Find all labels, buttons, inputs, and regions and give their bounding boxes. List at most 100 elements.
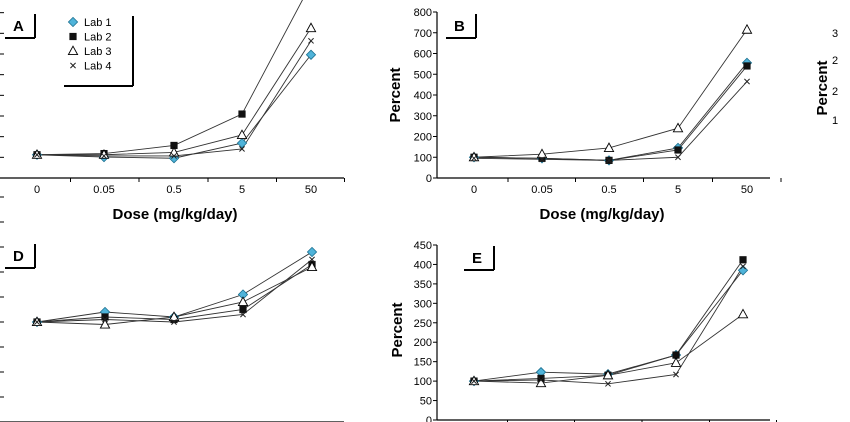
data-point-lab2 [239,305,247,314]
data-point-lab3 [602,369,614,380]
y-tick-label: 200 [414,132,432,144]
data-point-lab1 [305,49,317,60]
legend-label: Lab 2 [84,32,112,44]
y-axis-label: Percent [389,302,406,357]
y-axis-label: Percent [814,60,831,115]
legend-label: Lab 4 [84,61,112,73]
data-point-lab3 [737,308,749,319]
data-point-lab4 [673,371,679,378]
y-tick-label: 300 [414,111,432,123]
y-tick-label: 600 [414,49,432,61]
data-point-lab4 [539,156,545,163]
y-tick-label: 700 [414,28,432,40]
data-point-lab2 [672,351,680,359]
series-line-4 [473,266,744,385]
data-point-lab2 [538,154,546,162]
y-tick-label: 800 [414,7,432,19]
data-point-lab2 [170,141,178,150]
data-point-lab3 [670,357,682,367]
series-line-3 [37,27,312,156]
chart-panel-e: 0 50 100 150 200 250 300 350 400 450 Percent E [389,240,777,422]
data-point-lab3 [306,261,318,272]
legend-marker-lab2 [69,32,77,41]
y-tick-label: 2 [832,55,838,67]
data-point-lab4 [740,263,746,270]
data-point-lab4 [538,376,544,383]
data-point-lab1 [737,265,749,276]
chart-panel-d: D [0,196,344,422]
data-point-lab3 [603,142,615,152]
data-point-lab2 [238,110,246,118]
legend-label: Lab 1 [84,17,112,29]
data-point-lab4 [240,311,246,318]
data-point-lab4 [102,316,108,323]
legend: Lab 1 Lab 2 Lab 3 Lab 4 [64,16,134,87]
y-tick-label: 350 [414,279,432,291]
series-line-1 [36,251,313,323]
data-point-lab4 [309,256,315,263]
x-tick-label: 0.5 [601,184,616,196]
data-point-lab4 [34,151,40,158]
series-line-1 [473,269,744,382]
panel-label: A [13,18,24,35]
y-tick-label: 50 [420,396,432,408]
data-point-lab2 [743,62,751,70]
data-point-lab3 [305,22,317,33]
series-line-2 [473,259,744,382]
data-point-lab4 [606,157,612,164]
x-tick-label: 0 [34,184,40,196]
y-tick-label: 500 [414,69,432,81]
data-point-lab4 [471,155,477,162]
legend-marker-lab3 [67,45,79,56]
data-point-lab4 [308,37,314,44]
y-tick-label: 1 [832,115,838,127]
data-point-lab4 [101,152,107,159]
y-tick-label: 150 [414,357,432,369]
panel-label: D [13,248,24,265]
data-point-lab4 [471,378,477,385]
series-line-4 [36,40,312,157]
y-axis-label: Percent [387,67,404,122]
data-point-lab4 [171,152,177,159]
x-axis-label: Dose (mg/kg/day) [539,206,664,223]
data-point-lab4 [239,145,245,152]
data-point-lab1 [306,246,318,258]
y-tick-label: 3 [832,28,838,40]
y-tick-label: 300 [414,298,432,310]
y-tick-label: 400 [414,259,432,271]
data-point-lab2 [739,256,747,264]
data-point-lab4 [34,319,40,325]
y-tick-label: 200 [414,337,432,349]
x-tick-label: 5 [239,184,245,196]
x-tick-label: 0.05 [531,184,552,196]
x-tick-label: 50 [305,184,317,196]
chart-panel-b: 0 100 200 300 400 500 600 700 800 0 0.05 0.5 5 50 Dose… [387,7,782,223]
y-tick-label: 0 [426,173,432,185]
data-point-lab4 [675,154,681,161]
data-point-lab2 [674,146,682,154]
x-axis-label: Dose (mg/kg/day) [112,206,237,223]
panel-label: E [472,250,482,267]
data-point-lab4 [171,319,177,325]
y-tick-label: 250 [414,318,432,330]
data-point-lab3 [99,318,111,329]
x-tick-label: 0.5 [166,184,181,196]
data-point-lab3 [741,23,753,34]
legend-marker-lab4 [70,62,76,69]
x-tick-label: 0 [471,184,477,196]
y-tick-label: 2 [832,86,838,98]
data-point-lab4 [605,380,611,387]
data-point-lab3 [168,311,180,322]
series-line-2 [36,0,303,156]
x-tick-label: 50 [741,184,753,196]
data-point-lab2 [101,313,109,321]
data-point-lab3 [672,122,684,133]
y-tick-label: 100 [414,152,432,164]
panel-label: B [454,18,465,35]
data-point-lab3 [237,296,249,307]
legend-label: Lab 3 [84,46,112,58]
series-line-3 [473,29,748,158]
data-point-lab4 [744,78,750,85]
